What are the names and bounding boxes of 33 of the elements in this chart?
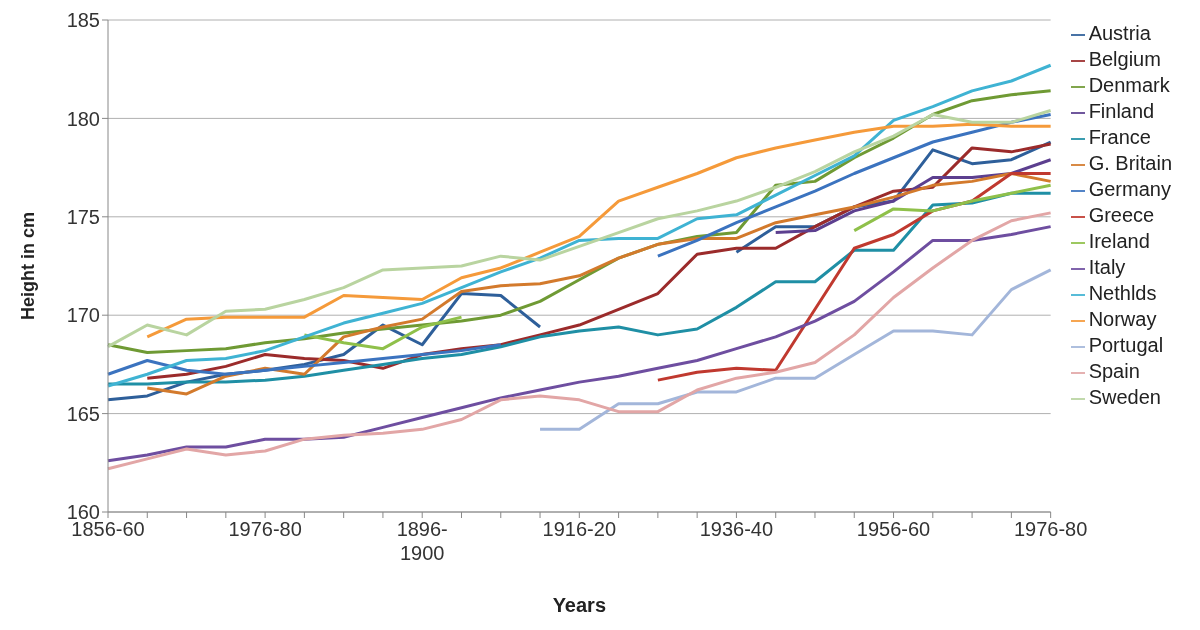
legend-label: Portugal bbox=[1088, 334, 1164, 356]
legend-label: Greece bbox=[1088, 204, 1155, 226]
legend-label: Ireland bbox=[1088, 230, 1150, 252]
line-series bbox=[106, 191, 1053, 386]
x-tick-label: 1976-80 bbox=[1013, 518, 1088, 540]
legend-label: Austria bbox=[1088, 22, 1151, 44]
legend-label: France bbox=[1088, 126, 1151, 148]
y-tick-label: 185 bbox=[66, 9, 100, 32]
legend-label: Nethlds bbox=[1088, 282, 1157, 304]
y-tick-label: 170 bbox=[66, 304, 100, 327]
line-series bbox=[106, 63, 1053, 388]
legend-label: Spain bbox=[1088, 360, 1140, 382]
legend-label: Belgium bbox=[1088, 48, 1161, 70]
x-tick-label: 1856-60 bbox=[71, 518, 145, 540]
x-tick-label: 1976-80 bbox=[228, 518, 302, 540]
line-series bbox=[538, 268, 1053, 431]
legend-label: Italy bbox=[1088, 256, 1126, 278]
legend-label: G. Britain bbox=[1088, 152, 1172, 174]
legend-label: Sweden bbox=[1088, 386, 1161, 408]
x-tick-label: 1956-60 bbox=[856, 518, 931, 540]
legend-label: Norway bbox=[1088, 308, 1157, 330]
legend-label: Finland bbox=[1088, 100, 1155, 122]
legend-label: Denmark bbox=[1088, 74, 1170, 96]
line-series bbox=[145, 172, 1053, 396]
y-axis-title: Height in cm bbox=[18, 211, 39, 321]
y-tick-label: 175 bbox=[66, 205, 100, 228]
legend-label: Germany bbox=[1088, 178, 1171, 200]
y-tick-label: 180 bbox=[66, 107, 100, 130]
x-tick-label: 1936-40 bbox=[699, 518, 774, 540]
y-tick-label: 165 bbox=[66, 402, 100, 425]
x-axis-title: Years bbox=[552, 594, 607, 616]
x-tick-label: 1896-1900 bbox=[396, 518, 448, 564]
x-tick-label: 1916-20 bbox=[542, 518, 617, 540]
